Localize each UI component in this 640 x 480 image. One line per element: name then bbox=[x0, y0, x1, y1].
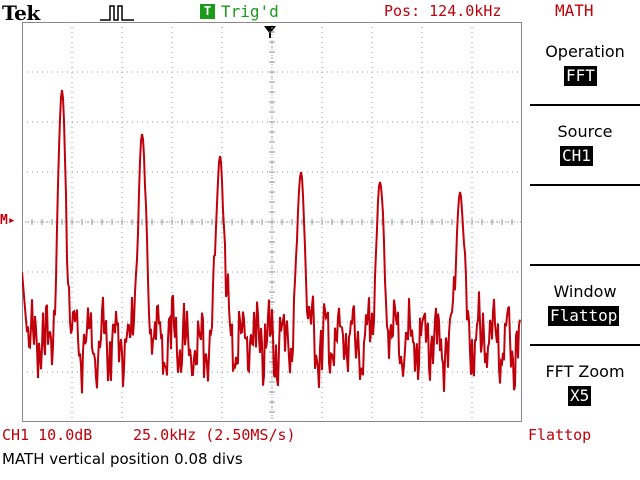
window-label: Window bbox=[553, 282, 617, 301]
bottom-readout: CH1 10.0dB 25.0kHz (2.50MS/s) Flattop bbox=[0, 426, 640, 446]
channel-scale: CH1 10.0dB bbox=[2, 426, 93, 444]
window-menu-button[interactable]: Window Flattop bbox=[530, 266, 640, 344]
menu-divider bbox=[530, 264, 640, 266]
status-message: MATH vertical position 0.08 divs bbox=[2, 450, 243, 468]
graticule bbox=[22, 22, 522, 422]
source-label: Source bbox=[557, 122, 613, 141]
operation-label: Operation bbox=[545, 42, 625, 61]
waveform-display bbox=[22, 22, 522, 422]
side-menu: Operation FFT Source CH1 Window Flattop … bbox=[530, 24, 640, 424]
window-readout: Flattop bbox=[528, 426, 592, 444]
fft-zoom-value: X5 bbox=[568, 386, 592, 406]
fft-zoom-label: FFT Zoom bbox=[545, 362, 625, 381]
source-menu-button[interactable]: Source CH1 bbox=[530, 106, 640, 184]
pulse-waveform-icon bbox=[100, 5, 134, 21]
math-reference-marker: M▸ bbox=[0, 213, 16, 228]
operation-value: FFT bbox=[564, 66, 597, 86]
menu-title: MATH bbox=[555, 1, 594, 20]
fft-zoom-menu-button[interactable]: FFT Zoom X5 bbox=[530, 346, 640, 424]
horizontal-scale: 25.0kHz (2.50MS/s) bbox=[133, 426, 296, 444]
menu-divider bbox=[530, 184, 640, 186]
trigger-icon: T bbox=[200, 3, 215, 19]
horizontal-position: Pos: 124.0kHz bbox=[384, 2, 502, 20]
brand-logo: Tek bbox=[2, 1, 40, 25]
menu-divider bbox=[530, 344, 640, 346]
source-value: CH1 bbox=[560, 146, 593, 166]
trigger-status-text: Trig'd bbox=[221, 1, 279, 21]
trigger-status: T Trig'd bbox=[200, 1, 279, 21]
top-status-bar: Tek T Trig'd Pos: 124.0kHz MATH bbox=[0, 0, 640, 25]
operation-menu-button[interactable]: Operation FFT bbox=[530, 24, 640, 104]
window-value: Flattop bbox=[548, 306, 620, 326]
fft-trace bbox=[22, 89, 521, 394]
menu-divider bbox=[530, 104, 640, 106]
